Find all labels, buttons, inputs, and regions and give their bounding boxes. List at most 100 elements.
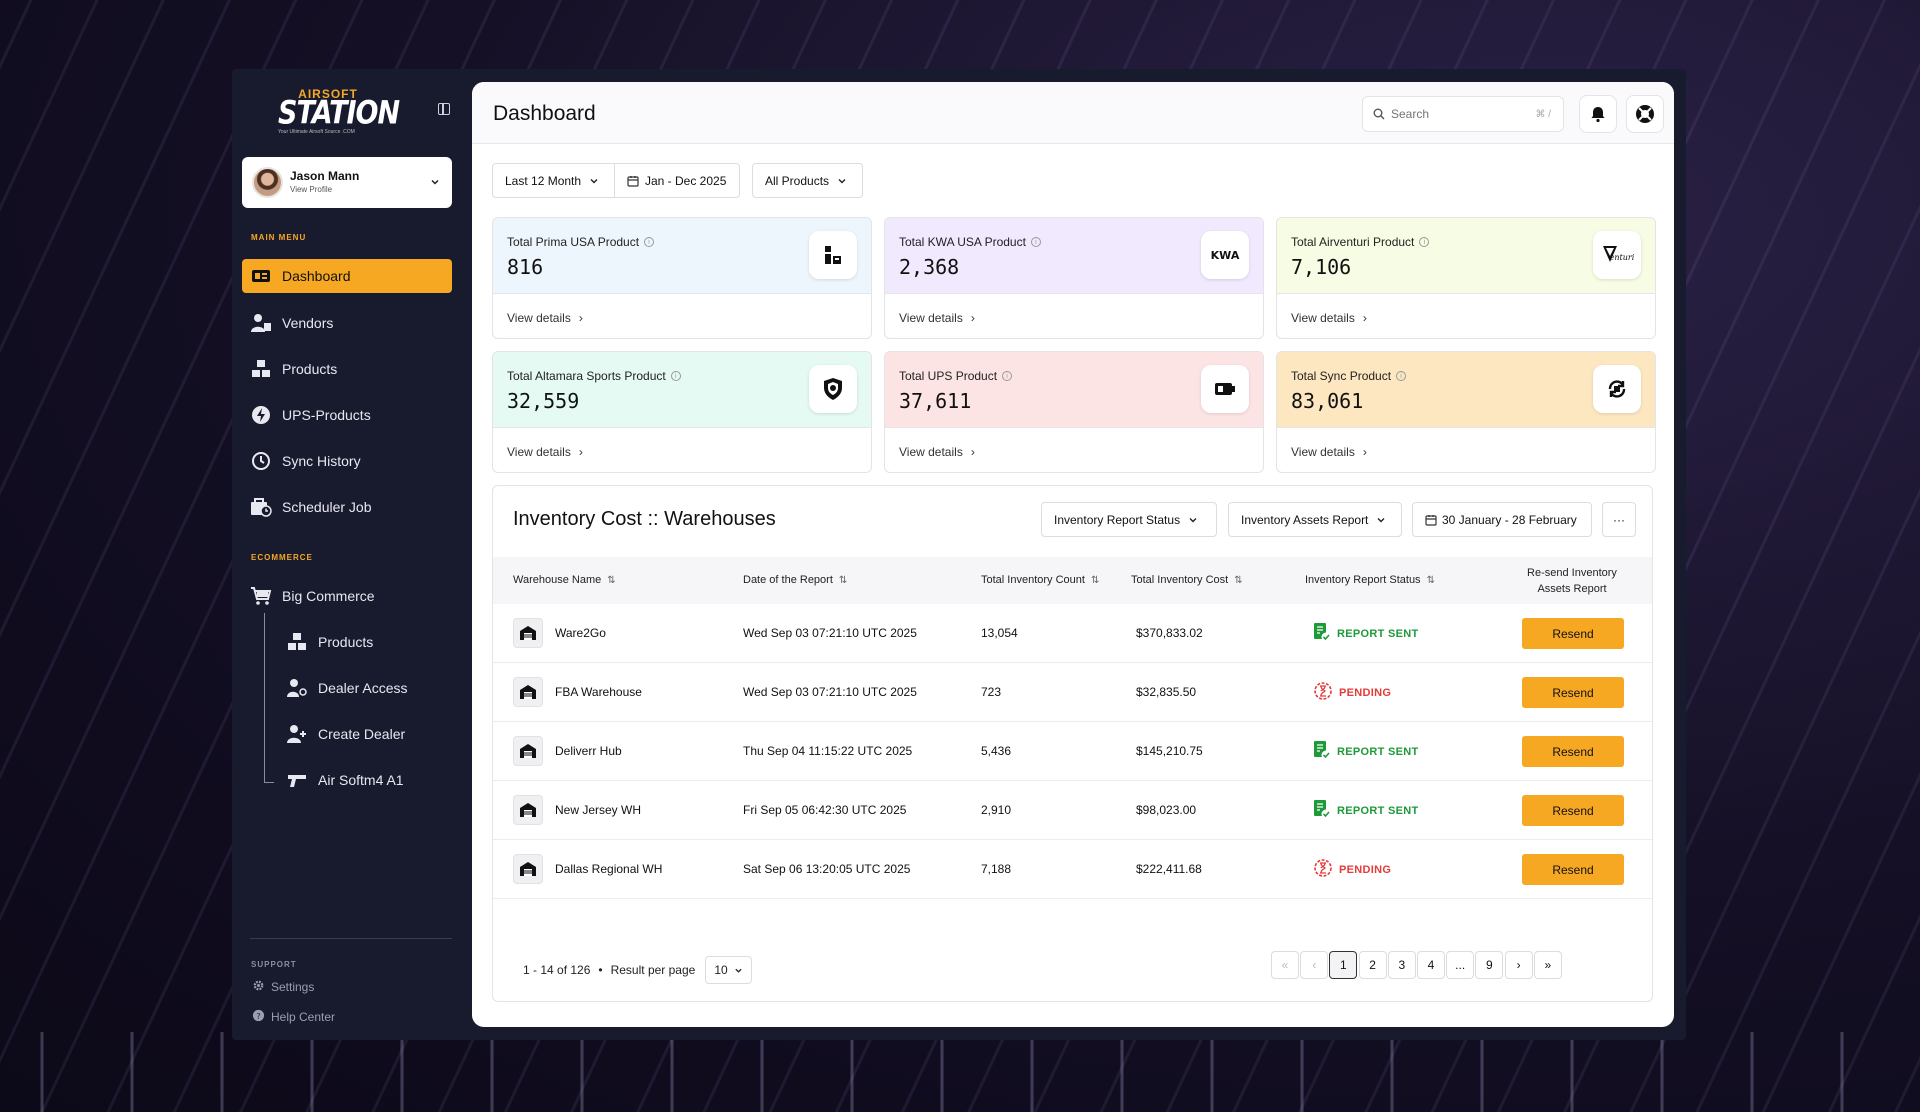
chevron-down-icon [1377,517,1385,522]
stat-card: Total Prima USA Product i 816 View details › [492,217,872,339]
chevron-right-icon: › [970,445,975,459]
table-row[interactable]: Dallas Regional WH Sat Sep 06 13:20:05 UT… [493,840,1652,899]
warehouse-name: Ware2Go [555,626,606,640]
sidebar-collapse-icon[interactable] [438,103,450,115]
stat-value: 83,061 [1291,389,1364,413]
report-date: Fri Sep 05 06:42:30 UTC 2025 [743,803,907,817]
resend-button[interactable]: Resend [1522,618,1624,649]
chevron-right-icon: › [578,311,583,325]
sidebar-subitem-air-softm4[interactable]: Air Softm4 A1 [278,763,452,797]
view-details-link[interactable]: View details › [507,445,583,459]
period-dropdown[interactable]: Last 12 Month [492,163,615,198]
profile-link[interactable]: View Profile [290,185,333,194]
page-button[interactable]: 2 [1358,951,1387,979]
report-date-picker[interactable]: 30 January - 28 February [1412,502,1592,537]
stat-label: Total KWA USA Product i [899,235,1041,249]
resend-button[interactable]: Resend [1522,677,1624,708]
table-row[interactable]: Ware2Go Wed Sep 03 07:21:10 UTC 2025 13,05… [493,604,1652,663]
sidebar-subitem-create-dealer[interactable]: Create Dealer [278,717,452,751]
report-status-dropdown[interactable]: Inventory Report Status [1041,502,1217,537]
sidebar-item-scheduler-job[interactable]: Scheduler Job [242,490,452,524]
notifications-button[interactable] [1579,95,1617,133]
date-range-value: Jan - Dec 2025 [645,173,727,188]
last-page-button[interactable]: » [1533,951,1562,979]
info-icon[interactable]: i [1030,237,1041,247]
sidebar-subitem-products[interactable]: Products [278,625,452,659]
per-page-select[interactable]: 10 [705,956,752,984]
first-page-button[interactable]: « [1271,951,1299,979]
search-input[interactable] [1391,107,1531,121]
profile-dropdown[interactable]: Jason Mann View Profile [242,157,452,208]
stat-card-top: Total Prima USA Product i 816 [493,218,871,294]
inventory-cost: $32,835.50 [1136,685,1197,699]
svg-text:KWA: KWA [1211,249,1240,262]
col-inventory-count[interactable]: Total Inventory Count ⇅ [981,574,1099,586]
assets-report-dropdown[interactable]: Inventory Assets Report [1228,502,1402,537]
sidebar-subitem-dealer-access[interactable]: Dealer Access [278,671,452,705]
info-icon[interactable]: i [1396,371,1407,381]
brand-logo[interactable]: AIRSOFT STATION Your Ultimate Airsoft So… [278,87,400,139]
shield-crest-icon [809,365,857,413]
next-page-button[interactable]: › [1504,951,1533,979]
products-filter-dropdown[interactable]: All Products [752,163,863,198]
chevron-right-icon: › [970,311,975,325]
col-warehouse-name[interactable]: Warehouse Name ⇅ [513,574,616,586]
table-row[interactable]: New Jersey WH Fri Sep 05 06:42:30 UTC 202… [493,781,1652,840]
view-details-link[interactable]: View details › [1291,445,1367,459]
sidebar-item-dashboard[interactable]: Dashboard [242,259,452,293]
stat-value: 37,611 [899,389,972,413]
resend-button[interactable]: Resend [1522,736,1624,767]
table-row[interactable]: FBA Warehouse Wed Sep 03 07:21:10 UTC 202… [493,663,1652,722]
sort-icon: ⇅ [838,574,848,586]
view-details-label: View details [1291,445,1355,459]
view-details-link[interactable]: View details › [899,311,975,325]
date-range-picker[interactable]: Jan - Dec 2025 [614,163,740,198]
sort-icon: ⇅ [1090,574,1100,586]
col-inventory-cost[interactable]: Total Inventory Cost ⇅ [1131,574,1243,586]
top-bar: Dashboard ⌘ / [472,82,1674,144]
sidebar-item-big-commerce[interactable]: Big Commerce [242,579,452,613]
per-page-label: Result per page [610,963,696,977]
sidebar-item-ups-products[interactable]: UPS-Products [242,398,452,432]
page-button[interactable]: 3 [1387,951,1416,979]
more-options-button[interactable]: ··· [1602,502,1636,537]
view-details-label: View details [507,445,571,459]
chevron-down-icon [735,968,742,973]
sidebar-item-products[interactable]: Products [242,352,452,386]
venturi-logo: enturi [1593,231,1641,279]
support-settings[interactable]: Settings [252,979,314,995]
submenu-tree-line [264,613,274,783]
chevron-down-icon [431,179,439,185]
page-button[interactable]: 4 [1417,951,1445,979]
page-button[interactable]: 9 [1475,951,1504,979]
info-icon[interactable]: i [644,237,655,247]
sidebar-item-vendors[interactable]: Vendors [242,306,452,340]
stat-label-text: Total KWA USA Product [899,235,1026,249]
logo-top: AIRSOFT [298,87,358,101]
stat-label: Total Prima USA Product i [507,235,655,249]
logo-tag: Your Ultimate Airsoft Source .COM [278,129,355,135]
scheduler-icon [250,496,272,518]
pagination-ellipsis[interactable]: ... [1446,951,1475,979]
period-value: Last 12 Month [505,173,582,188]
resend-button[interactable]: Resend [1522,795,1624,826]
table-row[interactable]: Deliverr Hub Thu Sep 04 11:15:22 UTC 2025… [493,722,1652,781]
view-details-link[interactable]: View details › [507,311,583,325]
resend-button[interactable]: Resend [1522,854,1624,885]
support-help-center[interactable]: ? Help Center [252,1009,335,1025]
info-icon[interactable]: i [670,371,681,381]
view-details-link[interactable]: View details › [899,445,975,459]
col-report-date[interactable]: Date of the Report ⇅ [743,574,847,586]
warehouse-icon [513,795,543,825]
col-label: Total Inventory Count [981,574,1085,586]
help-support-button[interactable] [1626,95,1664,133]
page-button[interactable]: 1 [1329,951,1358,979]
view-details-link[interactable]: View details › [1291,311,1367,325]
sidebar-item-sync-history[interactable]: Sync History [242,444,452,478]
col-report-status[interactable]: Inventory Report Status ⇅ [1305,574,1435,586]
prev-page-button[interactable]: ‹ [1300,951,1329,979]
info-icon[interactable]: i [1002,371,1013,381]
info-icon[interactable]: i [1419,237,1430,247]
search-box[interactable]: ⌘ / [1362,96,1564,132]
sidebar-item-label: UPS-Products [282,407,371,423]
